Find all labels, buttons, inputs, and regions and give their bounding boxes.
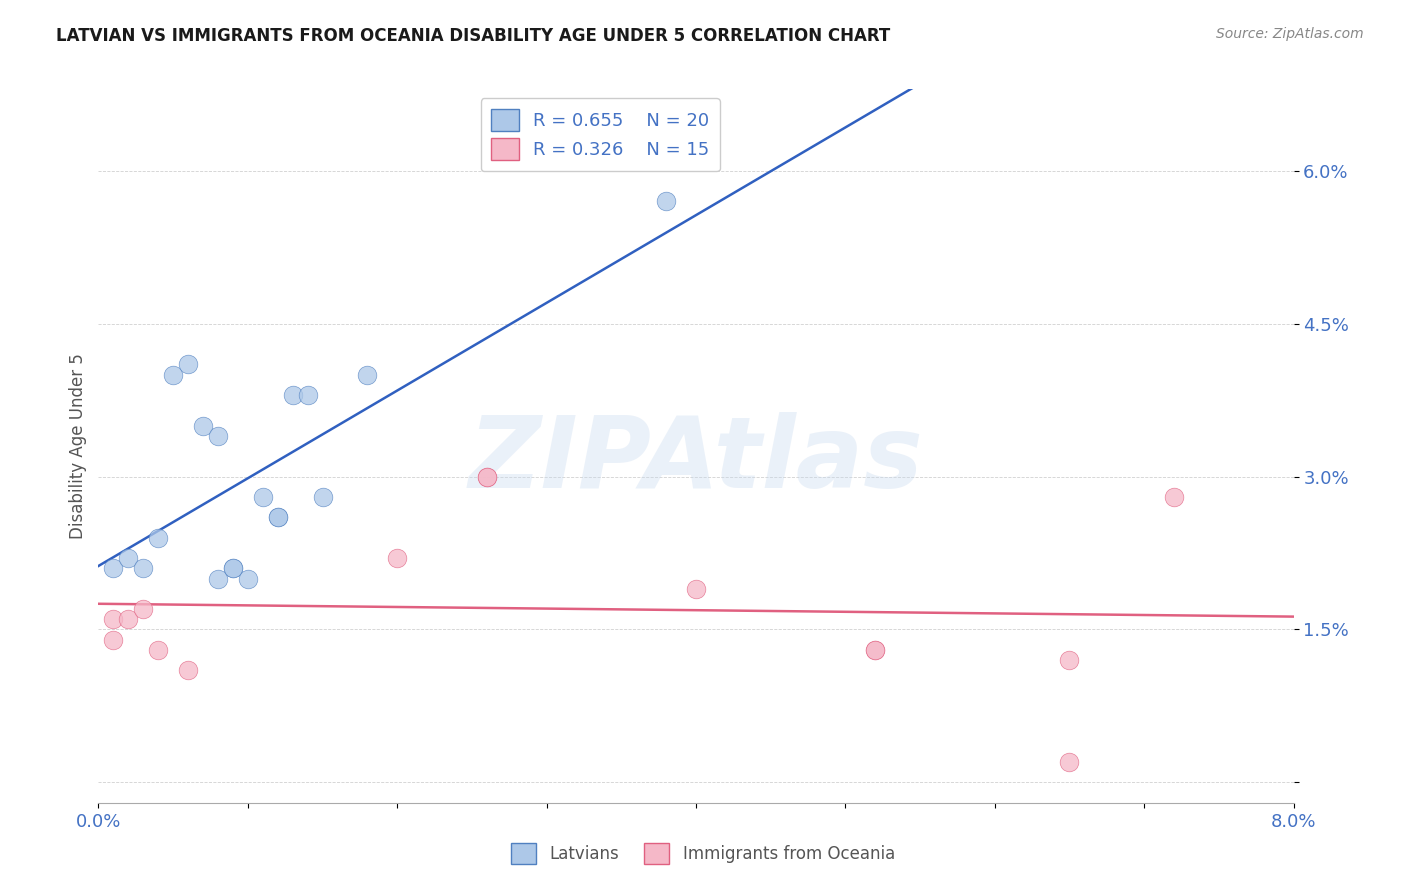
Point xyxy=(1059,653,1081,667)
Point xyxy=(863,643,886,657)
Point xyxy=(475,469,498,483)
Point xyxy=(385,551,409,566)
Point xyxy=(267,510,290,524)
Point xyxy=(117,551,139,566)
Point xyxy=(222,561,245,575)
Point xyxy=(103,561,125,575)
Point xyxy=(475,469,498,483)
Point xyxy=(311,490,333,504)
Point xyxy=(148,531,170,545)
Point xyxy=(281,388,304,402)
Point xyxy=(655,194,678,209)
Point xyxy=(685,582,707,596)
Point xyxy=(177,358,200,372)
Y-axis label: Disability Age Under 5: Disability Age Under 5 xyxy=(69,353,87,539)
Point xyxy=(103,612,125,626)
Point xyxy=(177,663,200,677)
Text: LATVIAN VS IMMIGRANTS FROM OCEANIA DISABILITY AGE UNDER 5 CORRELATION CHART: LATVIAN VS IMMIGRANTS FROM OCEANIA DISAB… xyxy=(56,27,890,45)
Point xyxy=(252,490,274,504)
Point xyxy=(207,429,229,443)
Point xyxy=(117,612,139,626)
Point xyxy=(1163,490,1185,504)
Point xyxy=(191,418,214,433)
Point xyxy=(297,388,319,402)
Point xyxy=(236,572,259,586)
Point xyxy=(162,368,184,382)
Point xyxy=(863,643,886,657)
Point xyxy=(1059,755,1081,769)
Legend: Latvians, Immigrants from Oceania: Latvians, Immigrants from Oceania xyxy=(505,837,901,871)
Point xyxy=(103,632,125,647)
Point xyxy=(222,561,245,575)
Point xyxy=(132,602,155,616)
Text: ZIPAtlas: ZIPAtlas xyxy=(468,412,924,508)
Text: Source: ZipAtlas.com: Source: ZipAtlas.com xyxy=(1216,27,1364,41)
Point xyxy=(356,368,378,382)
Legend: R = 0.655    N = 20, R = 0.326    N = 15: R = 0.655 N = 20, R = 0.326 N = 15 xyxy=(481,98,720,171)
Point xyxy=(132,561,155,575)
Point xyxy=(148,643,170,657)
Point xyxy=(267,510,290,524)
Point xyxy=(207,572,229,586)
